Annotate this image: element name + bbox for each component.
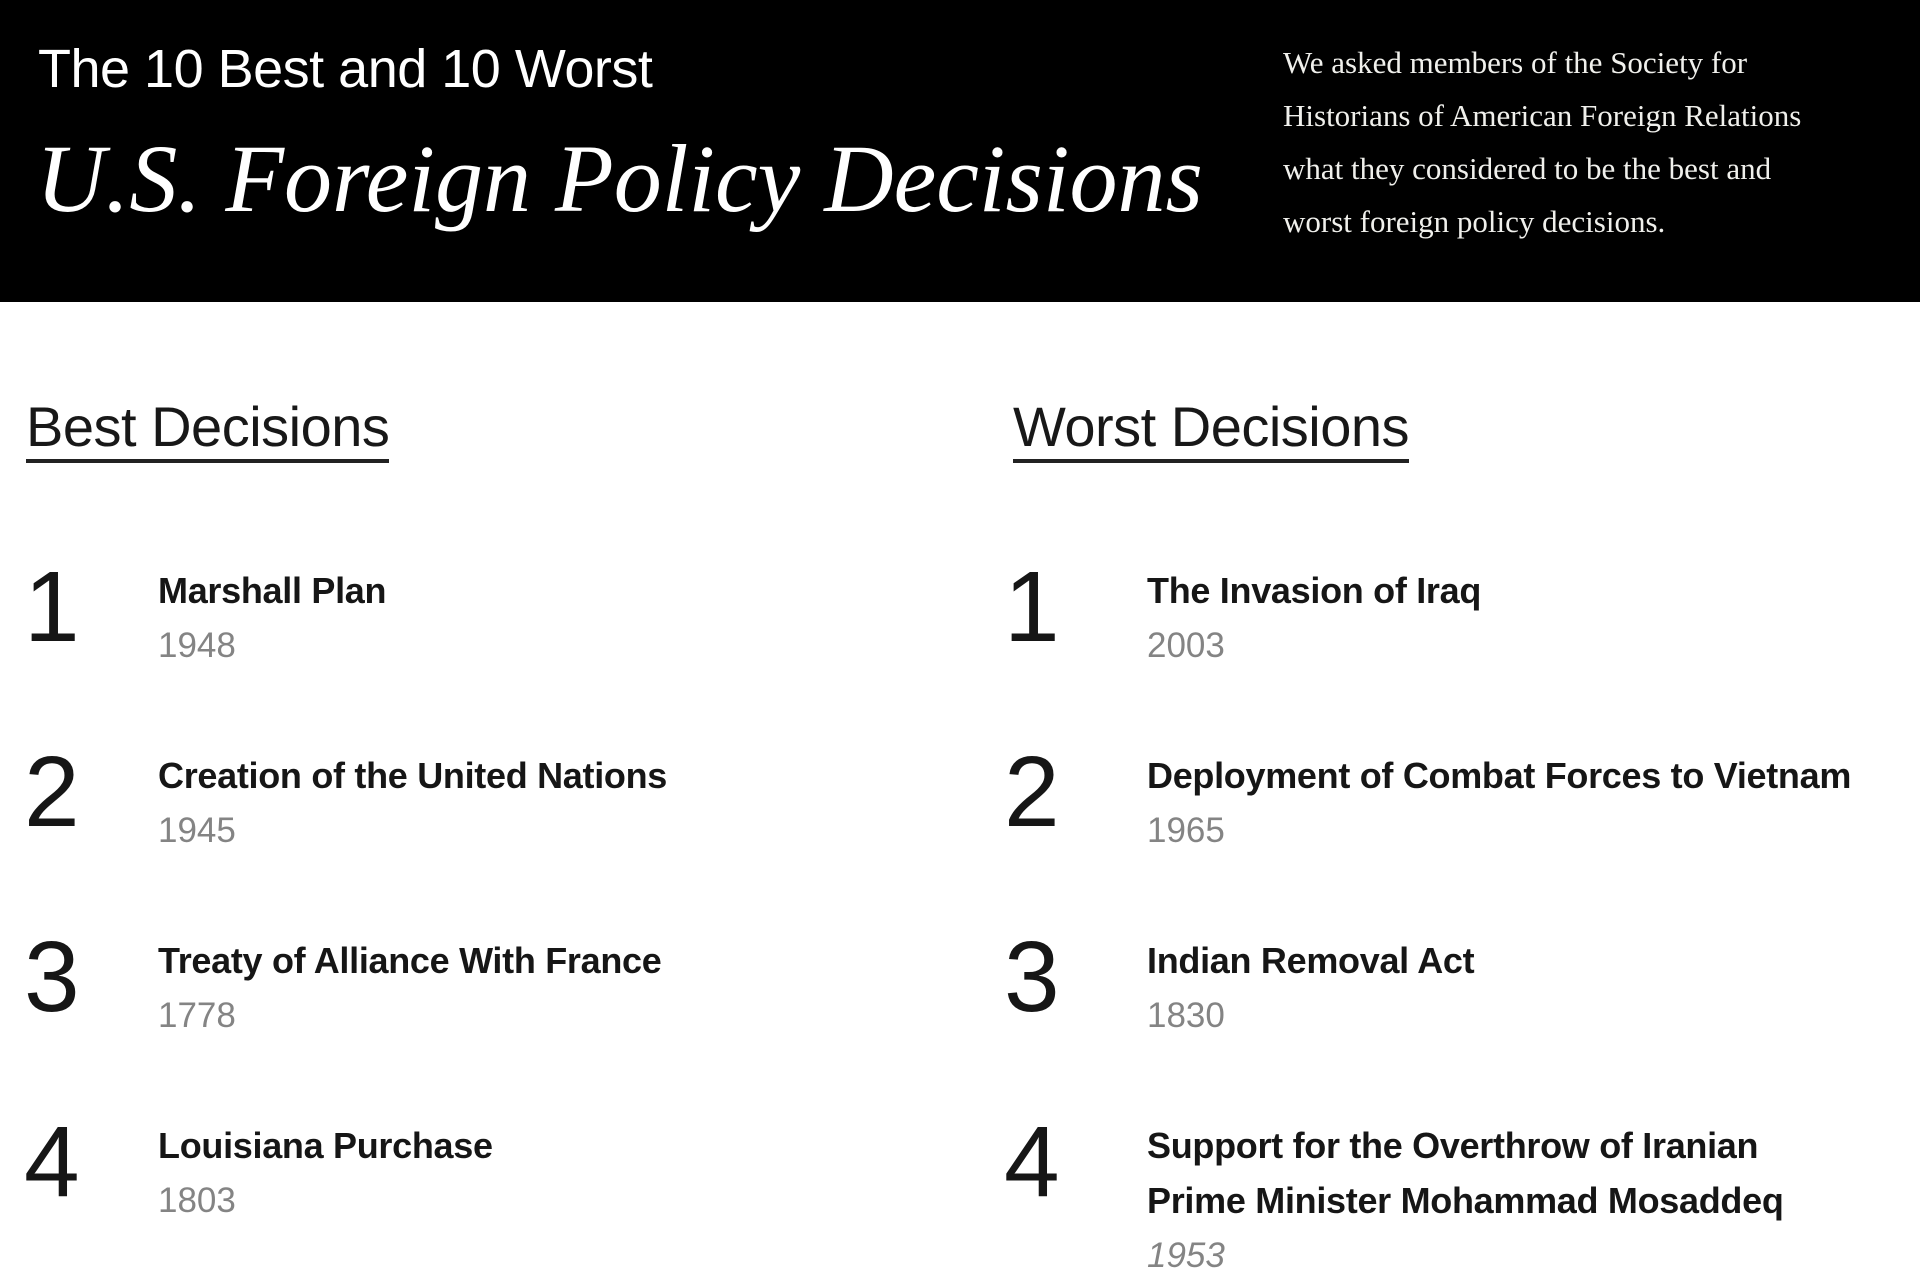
rank-number: 1: [1004, 551, 1060, 663]
rank-number: 1: [24, 551, 80, 663]
item-body: The Invasion of Iraq 2003: [1147, 557, 1917, 673]
worst-item-1: 1 The Invasion of Iraq 2003: [1004, 557, 1916, 742]
rank-number: 3: [1004, 921, 1060, 1033]
decision-title: Deployment of Combat Forces to Vietnam: [1147, 755, 1852, 796]
item-body: Deployment of Combat Forces to Vietnam 1…: [1147, 742, 1917, 858]
decision-title: Indian Removal Act: [1147, 940, 1475, 981]
worst-item-3: 3 Indian Removal Act 1830: [1004, 927, 1916, 1112]
rank-number: 2: [24, 736, 80, 848]
worst-item-2: 2 Deployment of Combat Forces to Vietnam…: [1004, 742, 1916, 927]
rank-number: 4: [1004, 1106, 1060, 1218]
decision-year: 1965: [1147, 811, 1225, 850]
best-decisions-heading: Best Decisions: [26, 399, 390, 463]
decision-year: 2003: [1147, 626, 1225, 665]
decision-title: Creation of the United Nations: [158, 755, 668, 796]
decision-year: 1953: [1147, 1236, 1225, 1275]
decision-title: Support for the Overthrow of Iranian Pri…: [1147, 1125, 1784, 1221]
decision-title: Marshall Plan: [158, 570, 387, 611]
worst-item-4: 4 Support for the Overthrow of Iranian P…: [1004, 1112, 1916, 1280]
intro-line: Historians of American Foreign Relations: [1283, 98, 1802, 133]
decision-title: The Invasion of Iraq: [1147, 570, 1482, 611]
best-item-4: 4 Louisiana Purchase 1803: [24, 1112, 874, 1280]
rank-number: 2: [1004, 736, 1060, 848]
decision-year: 1948: [158, 626, 236, 665]
decision-title: Treaty of Alliance With France: [158, 940, 662, 981]
intro-line: what they considered to be the best and: [1283, 151, 1772, 186]
best-decisions-section: Best Decisions 1 Marshall Plan 1948 2 Cr…: [24, 399, 874, 1280]
header-banner: The 10 Best and 10 Worst U.S. Foreign Po…: [0, 0, 1920, 302]
decision-year: 1945: [158, 811, 236, 850]
intro-paragraph: We asked members of the Society for Hist…: [1283, 36, 1903, 248]
best-item-1: 1 Marshall Plan 1948: [24, 557, 874, 742]
best-item-2: 2 Creation of the United Nations 1945: [24, 742, 874, 927]
worst-decisions-list: 1 The Invasion of Iraq 2003 2 Deployment…: [1004, 557, 1916, 1280]
item-body: Indian Removal Act 1830: [1147, 927, 1917, 1043]
item-body: Marshall Plan 1948: [158, 557, 858, 673]
rank-number: 3: [24, 921, 80, 1033]
intro-line: We asked members of the Society for: [1283, 45, 1748, 80]
best-decisions-list: 1 Marshall Plan 1948 2 Creation of the U…: [24, 557, 874, 1280]
best-item-3: 3 Treaty of Alliance With France 1778: [24, 927, 874, 1112]
item-body: Treaty of Alliance With France 1778: [158, 927, 858, 1043]
decision-year: 1830: [1147, 996, 1225, 1035]
worst-decisions-heading: Worst Decisions: [1013, 399, 1410, 463]
header-kicker: The 10 Best and 10 Worst: [38, 39, 653, 99]
decision-title: Louisiana Purchase: [158, 1125, 493, 1166]
item-body: Louisiana Purchase 1803: [158, 1112, 858, 1228]
item-body: Support for the Overthrow of Iranian Pri…: [1147, 1112, 1917, 1280]
page-title: U.S. Foreign Policy Decisions: [36, 125, 1203, 232]
decision-year: 1803: [158, 1181, 236, 1220]
rank-number: 4: [24, 1106, 80, 1218]
item-body: Creation of the United Nations 1945: [158, 742, 858, 858]
intro-line: worst foreign policy decisions.: [1283, 204, 1666, 239]
decision-year: 1778: [158, 996, 236, 1035]
worst-decisions-section: Worst Decisions 1 The Invasion of Iraq 2…: [1004, 399, 1916, 1280]
